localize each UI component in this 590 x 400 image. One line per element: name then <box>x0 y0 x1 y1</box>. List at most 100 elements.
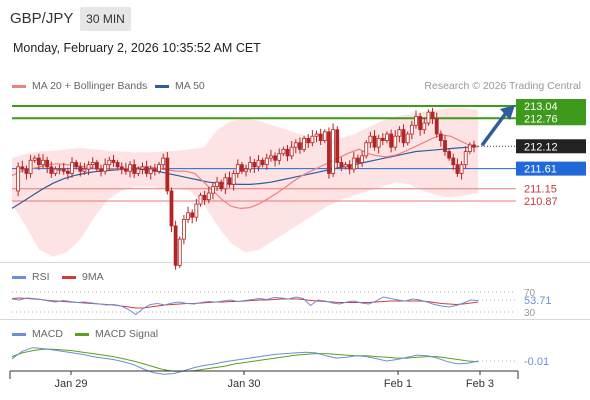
ma50-swatch <box>155 84 169 88</box>
candle-body <box>235 164 240 174</box>
candle-body <box>289 146 294 157</box>
candle-body <box>173 225 178 266</box>
candle-body <box>28 159 33 174</box>
candle-body <box>455 164 460 174</box>
time-tick-label: Jan 29 <box>54 378 87 390</box>
candle-body <box>177 238 182 266</box>
candle-body <box>16 166 21 192</box>
pane-divider-rsi <box>0 262 590 263</box>
candle-body <box>157 164 161 172</box>
legend-macd-label: MACD <box>32 328 63 340</box>
legend-rsi: RSI <box>12 271 50 283</box>
price-label-210.87: 210.87 <box>524 196 558 208</box>
candle-body <box>227 177 232 185</box>
candle-body <box>107 159 112 166</box>
candle-body <box>447 151 452 159</box>
candle-body <box>314 133 319 137</box>
candle-body <box>219 181 224 190</box>
candle-body <box>169 190 174 227</box>
candle-body <box>132 164 137 174</box>
price-label-213.04-bg <box>516 99 586 113</box>
candle-body <box>45 159 50 168</box>
candle-body <box>401 129 406 144</box>
candle-body <box>240 164 244 172</box>
candle-body <box>351 157 356 170</box>
candle-body <box>41 159 45 166</box>
candle-body <box>277 153 282 161</box>
projection-arrow-shaft <box>480 111 508 147</box>
ma50-line <box>11 145 479 209</box>
candle-body <box>298 142 302 150</box>
price-label-213.04: 213.04 <box>524 101 558 113</box>
candle-body <box>65 170 70 174</box>
candle-body <box>302 137 306 150</box>
rsi-swatch <box>12 275 26 279</box>
candle-body <box>256 159 261 168</box>
rsi-level-label-30: 30 <box>524 308 536 319</box>
candle-body <box>393 135 398 148</box>
candle-body <box>260 159 265 166</box>
candle-body <box>430 111 435 120</box>
candle-body <box>206 192 211 201</box>
candle-body <box>418 116 423 131</box>
candle-body <box>281 148 286 155</box>
candle-body <box>347 164 352 170</box>
candle-body <box>78 166 83 172</box>
candle-body <box>264 157 269 166</box>
candle-body <box>24 168 29 174</box>
candle-body <box>144 166 149 174</box>
candle-body <box>231 173 236 185</box>
rsi-level-label-70: 70 <box>524 288 536 299</box>
candle-body <box>327 131 331 174</box>
legend-rsi-label: RSI <box>32 271 50 283</box>
projection-arrow-head <box>500 105 515 120</box>
candle-body <box>438 133 443 141</box>
candle-body <box>223 177 228 190</box>
candle-body <box>70 162 74 174</box>
candle-body <box>269 155 273 159</box>
candle-body <box>405 133 410 144</box>
candle-body <box>119 166 124 170</box>
candle-body <box>443 140 447 152</box>
candle-body <box>459 164 464 174</box>
candle-body <box>153 168 157 172</box>
candle-body <box>103 164 108 172</box>
candle-body <box>140 166 145 170</box>
rsi-ma-swatch <box>62 275 76 279</box>
candle-body <box>422 122 427 131</box>
candle-body <box>94 162 99 170</box>
candle-body <box>190 212 195 218</box>
candle-body <box>409 124 414 135</box>
timeframe-button[interactable]: 30 MIN <box>80 7 131 31</box>
candle-body <box>32 157 37 161</box>
candle-body <box>414 116 418 126</box>
candle-body <box>115 162 120 168</box>
candle-body <box>86 164 91 170</box>
candle-body <box>202 194 207 201</box>
ma20-swatch <box>12 84 26 88</box>
price-label-211.61: 211.61 <box>524 164 557 176</box>
price-label-212.76: 212.76 <box>524 113 558 125</box>
candle-body <box>434 118 439 135</box>
candle-body <box>385 133 389 141</box>
candle-body <box>248 162 253 170</box>
candle-body <box>74 162 79 168</box>
legend-ma50: MA 50 <box>155 80 205 92</box>
candle-body <box>20 166 25 170</box>
legend-ma20: MA 20 + Bollinger Bands <box>12 80 147 92</box>
macd-line <box>11 347 479 375</box>
legend-macd-signal-label: MACD Signal <box>95 328 159 340</box>
price-label-212.12-bg <box>516 139 586 154</box>
candle-body <box>368 135 373 144</box>
candle-body <box>397 129 402 137</box>
bollinger-band <box>12 107 478 257</box>
candle-body <box>53 168 58 174</box>
legend-rsi-ma-label: 9MA <box>82 271 104 283</box>
candle-body <box>426 111 431 124</box>
macd-value-label: -0.01 <box>524 356 549 368</box>
candle-body <box>331 129 335 174</box>
candle-body <box>128 164 132 172</box>
candle-body <box>467 144 472 152</box>
candle-body <box>49 166 54 174</box>
